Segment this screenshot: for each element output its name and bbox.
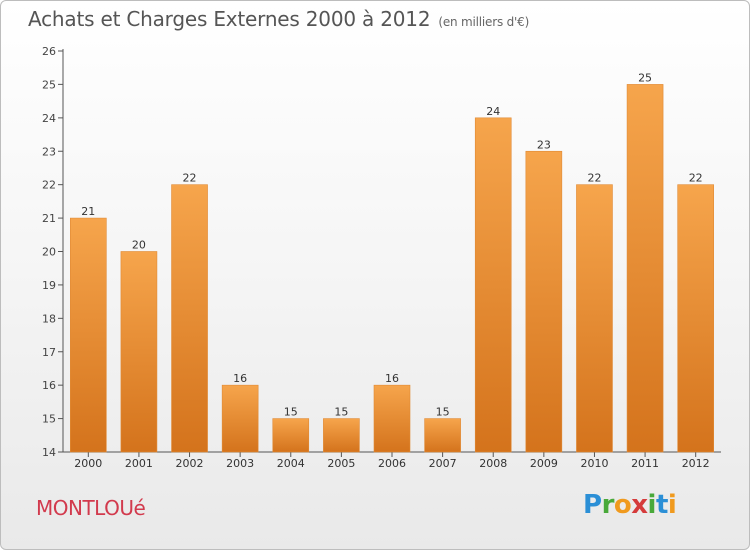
x-tick-label: 2005 (327, 457, 355, 470)
y-tick-label: 17 (42, 346, 56, 359)
x-tick-label: 2002 (176, 457, 204, 470)
bar-2001 (120, 251, 158, 453)
x-tick-label: 2000 (74, 457, 102, 470)
x-tick-label: 2012 (682, 457, 710, 470)
logo-letter: i (647, 490, 657, 520)
chart-subtitle: (en milliers d'€) (438, 15, 530, 29)
chart-title-text: Achats et Charges Externes 2000 à 2012 (28, 7, 431, 31)
x-tick-label: 2006 (378, 457, 406, 470)
bar-2002 (171, 184, 208, 453)
x-tick-label: 2001 (125, 457, 153, 470)
bar-2008 (474, 117, 512, 453)
bar-value-label: 24 (486, 105, 500, 118)
chart-title: Achats et Charges Externes 2000 à 2012 (e… (28, 7, 529, 31)
logo-letter: x (631, 490, 648, 520)
x-tick-label: 2004 (277, 457, 305, 470)
bars (70, 84, 714, 453)
axes: 14 15 16 17 18 19 20 21 22 23 24 25 26 2000 2001 2002 20… (42, 45, 721, 470)
x-tick-label: 2009 (530, 457, 558, 470)
x-tick-label: 2008 (479, 457, 507, 470)
bar-2004 (272, 418, 310, 453)
bar-2012 (677, 184, 714, 453)
town-name: MONTLOUé (36, 496, 146, 520)
y-tick-label: 25 (42, 78, 56, 91)
logo-letter: r (601, 490, 615, 520)
x-tick-label: 2003 (226, 457, 254, 470)
bar-2010 (576, 184, 613, 453)
bar-2000 (70, 217, 107, 453)
bar-value-label: 22 (689, 172, 703, 185)
y-tick-label: 24 (42, 112, 56, 125)
x-tick-label: 2010 (580, 457, 608, 470)
bar-value-label: 25 (638, 71, 652, 84)
bar-2005 (323, 418, 360, 453)
bar-value-label: 22 (183, 172, 197, 185)
bar-value-label: 16 (385, 372, 399, 385)
bar-value-label: 15 (436, 406, 450, 419)
proxiti-logo: Proxiti (583, 490, 677, 520)
bar-value-label: 23 (537, 138, 551, 151)
y-tick-label: 16 (42, 379, 56, 392)
logo-letter: t (655, 490, 668, 520)
bar-value-label: 22 (587, 172, 601, 185)
bar-2009 (525, 150, 563, 453)
y-tick-label: 23 (42, 145, 56, 158)
y-tick-label: 18 (42, 312, 56, 325)
bar-2011 (626, 84, 664, 453)
bar-value-label: 20 (132, 239, 146, 252)
x-tick-label: 2007 (429, 457, 457, 470)
logo-letter: P (583, 490, 602, 520)
data-labels: 21 20 22 16 15 15 16 15 24 23 22 25 22 (81, 71, 702, 418)
y-tick-label: 15 (42, 413, 56, 426)
logo-letter: o (613, 490, 632, 520)
y-tick-label: 14 (42, 446, 56, 459)
y-tick-label: 26 (42, 45, 56, 58)
y-tick-label: 19 (42, 279, 56, 292)
bar-2006 (373, 384, 411, 453)
y-tick-label: 22 (42, 179, 56, 192)
bar-2007 (424, 418, 461, 453)
bar-value-label: 16 (233, 372, 247, 385)
bar-value-label: 15 (334, 406, 348, 419)
bar-2003 (221, 384, 259, 453)
y-tick-label: 21 (42, 212, 56, 225)
bar-value-label: 21 (81, 205, 95, 218)
logo-letter: i (667, 490, 677, 520)
y-tick-label: 20 (42, 246, 56, 259)
bar-value-label: 15 (284, 406, 298, 419)
x-tick-label: 2011 (631, 457, 659, 470)
